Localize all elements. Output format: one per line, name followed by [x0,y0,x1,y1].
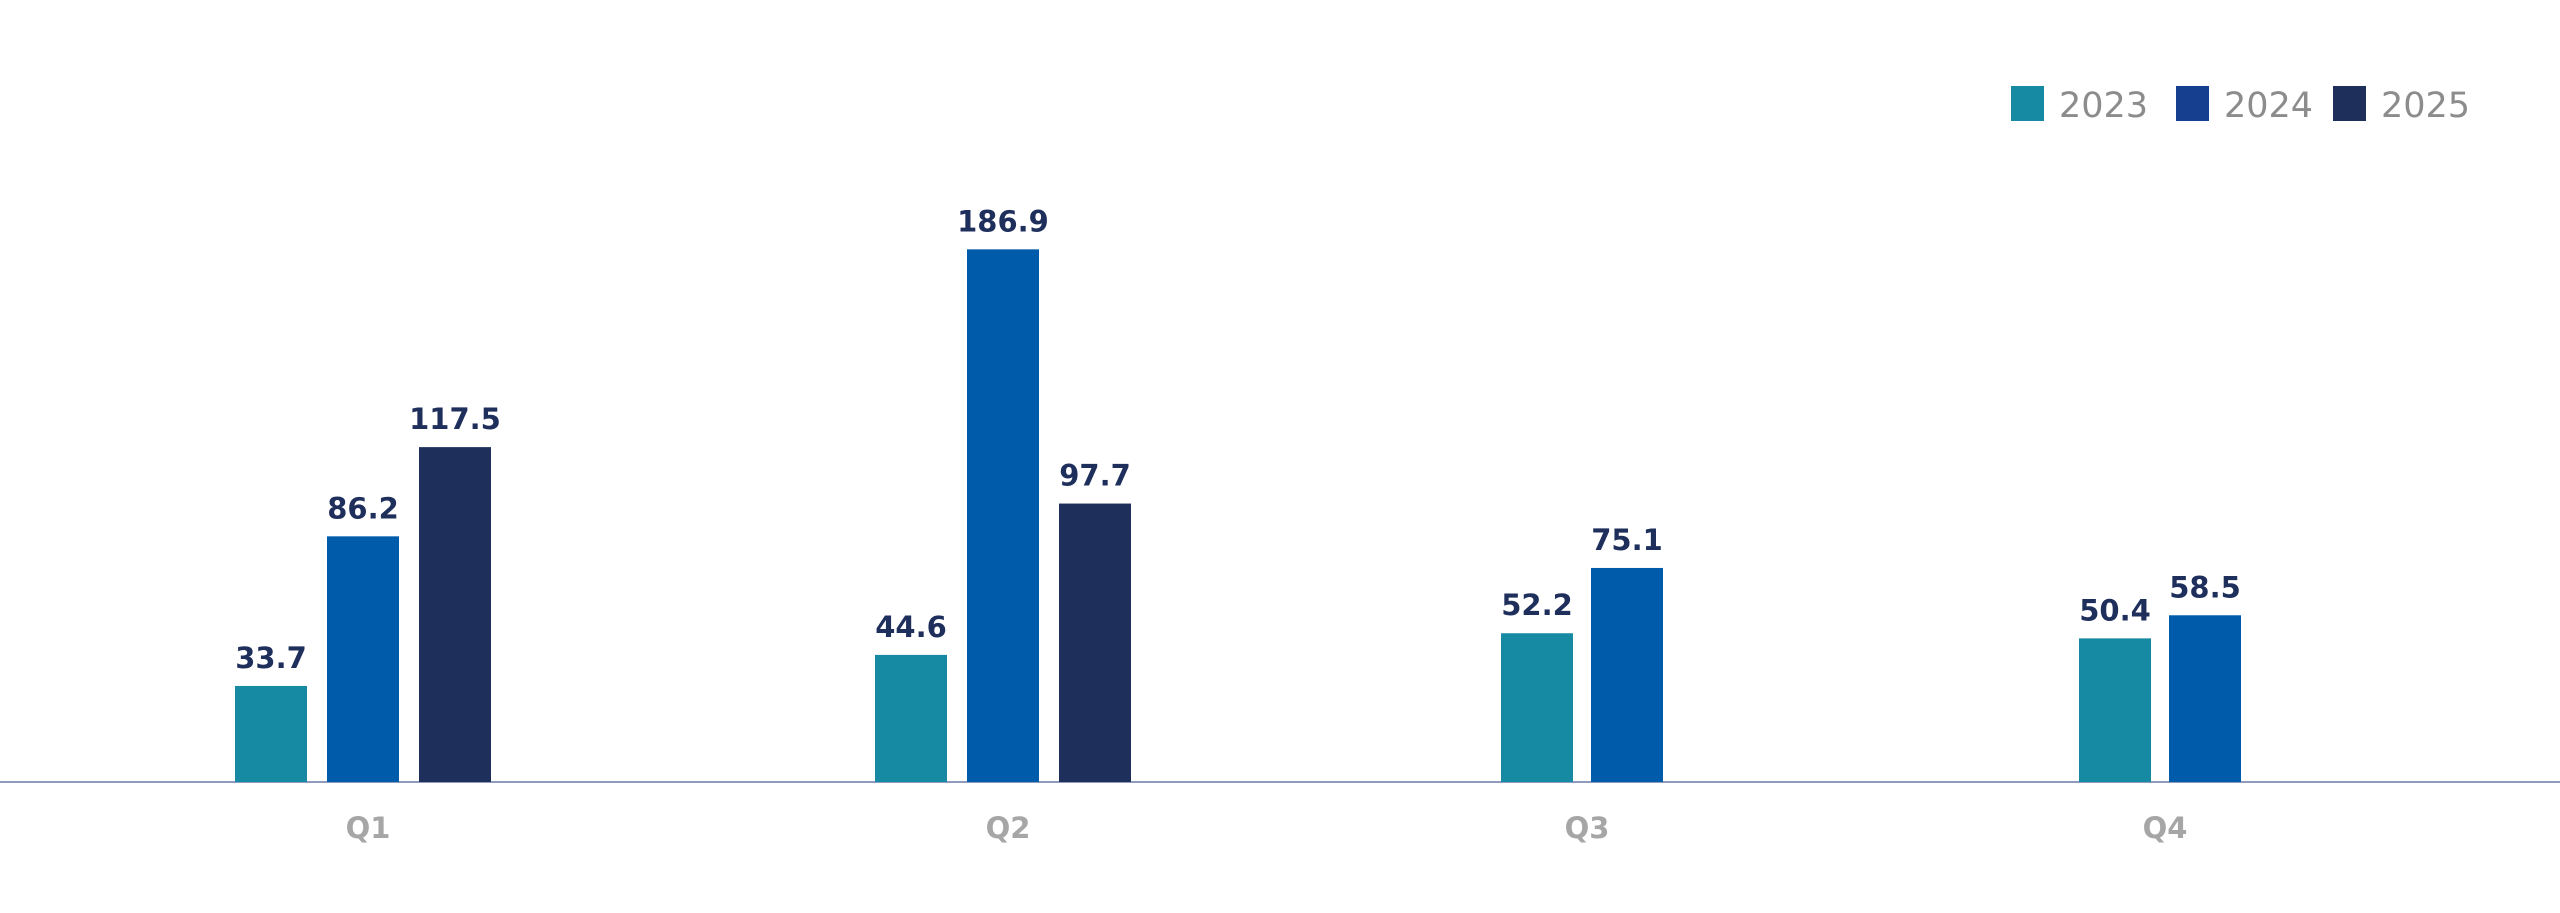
legend-label-2024: 2024 [2224,86,2313,126]
bar-2024-Q1 [327,536,399,782]
value-label: 33.7 [235,641,307,675]
bar-2023-Q4 [2079,638,2151,782]
value-label: 186.9 [957,204,1049,238]
bar-2024-Q3 [1591,567,1663,782]
legend-swatch-2024 [2176,86,2209,121]
value-label: 97.7 [1059,459,1131,493]
bar-2025-Q1 [419,447,491,782]
bar-2025-Q2 [1059,503,1131,782]
value-label: 52.2 [1501,588,1573,622]
legend-label-2025: 2025 [2381,86,2470,126]
legend-label-2023: 2023 [2059,86,2148,126]
category-label-Q3: Q3 [1565,811,1610,845]
bar-2023-Q3 [1501,633,1573,782]
value-label: 58.5 [2169,570,2241,604]
legend-swatch-2023 [2011,86,2044,121]
value-label: 117.5 [409,402,501,436]
value-label: 44.6 [875,610,947,644]
value-label: 86.2 [327,491,399,525]
category-label-Q4: Q4 [2143,811,2188,845]
bar-2023-Q1 [235,685,307,782]
legend-swatch-2025 [2333,86,2366,121]
bar-2023-Q2 [875,654,947,782]
value-label: 50.4 [2079,593,2151,627]
bar-2024-Q2 [967,249,1039,782]
bar-2024-Q4 [2169,615,2241,782]
category-label-Q2: Q2 [986,811,1031,845]
category-label-Q1: Q1 [346,811,391,845]
value-label: 75.1 [1591,523,1663,557]
